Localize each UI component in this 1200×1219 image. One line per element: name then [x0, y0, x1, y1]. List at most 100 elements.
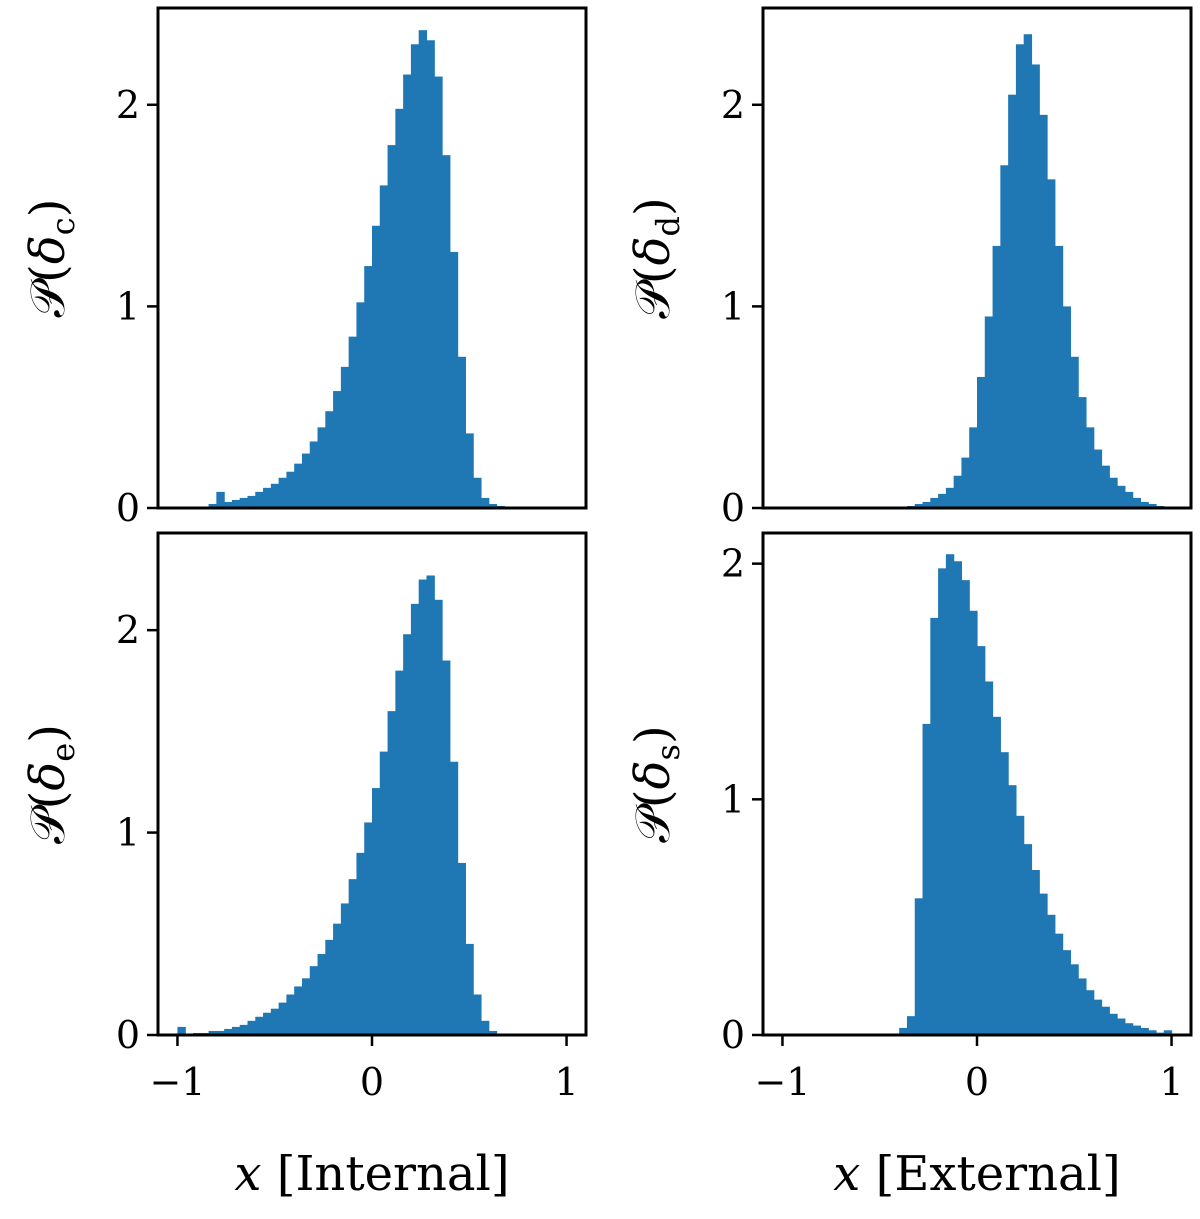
bar — [395, 108, 404, 508]
bar — [379, 185, 389, 509]
bar — [403, 74, 412, 508]
bar — [309, 966, 319, 1035]
bar — [301, 453, 311, 508]
bar — [434, 76, 443, 509]
bar — [473, 477, 482, 508]
bar — [1101, 1006, 1110, 1035]
bar — [309, 441, 319, 508]
bar — [216, 1030, 225, 1035]
y-tick-label: 0 — [721, 486, 745, 530]
bar — [1124, 491, 1134, 508]
bar — [340, 903, 350, 1035]
y-tick-label: 0 — [116, 1013, 140, 1057]
bar — [239, 497, 249, 508]
bars-d — [906, 34, 1165, 509]
bar — [434, 599, 443, 1035]
bar — [247, 1020, 256, 1035]
bar — [364, 266, 373, 508]
bar — [356, 302, 365, 508]
bar — [270, 483, 280, 508]
bar — [961, 457, 970, 508]
y-tick-label: 0 — [721, 1013, 745, 1057]
bar — [177, 1026, 186, 1035]
bar — [945, 554, 955, 1035]
y-tick-label: 0 — [116, 486, 140, 530]
bar — [1054, 933, 1064, 1035]
bar — [231, 1026, 241, 1035]
bar — [263, 1012, 272, 1035]
bar — [372, 788, 381, 1035]
bar — [922, 501, 931, 508]
x-tick-label: 0 — [360, 1060, 384, 1104]
bar — [301, 978, 311, 1035]
bar — [356, 852, 365, 1035]
bar — [922, 723, 931, 1035]
bar — [333, 391, 342, 508]
bar — [286, 471, 295, 508]
bar — [473, 994, 482, 1035]
bar — [953, 475, 963, 508]
bar — [442, 660, 451, 1035]
bar — [930, 617, 939, 1035]
bar — [247, 495, 256, 508]
bar — [1117, 485, 1126, 508]
bar — [1117, 1018, 1126, 1035]
x-axis-label: x [External] — [833, 1146, 1120, 1202]
bar — [938, 568, 947, 1035]
bar — [348, 336, 358, 508]
bar — [992, 245, 1001, 508]
bar — [930, 497, 939, 508]
bar — [992, 716, 1001, 1035]
bar — [410, 44, 420, 508]
bar — [1031, 870, 1040, 1035]
bar — [1124, 1023, 1134, 1035]
bar — [1132, 1025, 1142, 1035]
bar — [961, 580, 970, 1035]
y-tick-label: 1 — [721, 777, 745, 821]
bar — [1093, 999, 1103, 1035]
y-tick-label: 1 — [116, 811, 140, 855]
y-axis-label: 𝒫(δd) — [625, 197, 687, 318]
bar — [1078, 397, 1087, 508]
bar — [403, 634, 412, 1035]
bar — [1109, 1013, 1118, 1035]
y-tick-label: 1 — [116, 284, 140, 328]
plot-frame — [761, 6, 1193, 510]
bar — [239, 1024, 249, 1035]
bar — [1015, 44, 1025, 508]
bar — [278, 477, 287, 508]
bar — [1109, 477, 1118, 508]
bar — [1047, 914, 1056, 1035]
bar — [488, 503, 498, 508]
x-axis-label: x [Internal] — [234, 1146, 509, 1202]
panel-s: 012−1 0 1𝒫(δs)x [External] — [625, 531, 1193, 1202]
bar — [395, 670, 404, 1035]
bar — [317, 954, 326, 1035]
bar — [984, 316, 994, 508]
bar — [255, 1016, 264, 1035]
bar — [231, 499, 241, 508]
bar — [1085, 427, 1095, 508]
bar — [325, 939, 334, 1035]
bar — [333, 923, 342, 1035]
bar — [294, 463, 303, 508]
bar — [1008, 785, 1017, 1035]
bar — [278, 1002, 287, 1035]
bar — [410, 603, 420, 1035]
bar — [1000, 752, 1009, 1035]
bar — [1070, 964, 1079, 1035]
bar — [224, 501, 233, 508]
x-tick-label: 0 — [965, 1060, 989, 1104]
bar — [1093, 449, 1103, 508]
bar — [969, 610, 978, 1035]
x-tick-label: 1 — [1159, 1060, 1183, 1104]
bar — [899, 1027, 908, 1035]
bar — [387, 711, 396, 1035]
bar — [348, 879, 358, 1035]
bars-s — [899, 554, 1173, 1035]
bar — [1023, 844, 1033, 1035]
y-tick-label: 2 — [116, 83, 140, 127]
bar — [465, 433, 474, 508]
